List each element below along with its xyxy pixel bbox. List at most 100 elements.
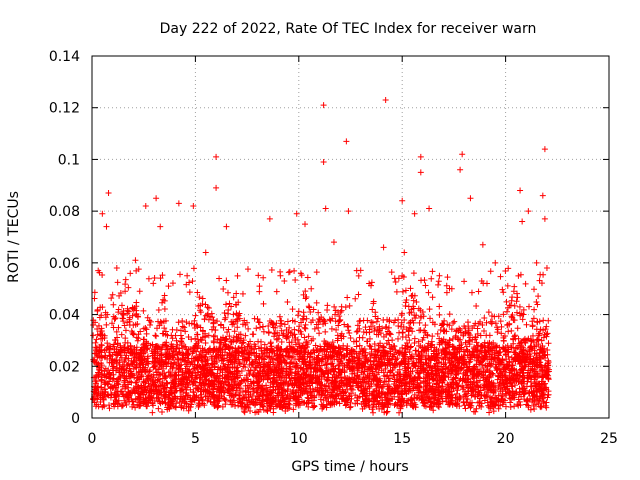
data-point bbox=[371, 328, 378, 335]
data-point bbox=[425, 289, 432, 296]
data-point bbox=[542, 385, 549, 392]
data-point bbox=[199, 300, 206, 307]
data-point bbox=[436, 311, 443, 318]
data-point bbox=[537, 271, 544, 278]
data-point bbox=[255, 379, 262, 386]
data-point bbox=[457, 366, 464, 373]
data-point bbox=[98, 332, 105, 339]
data-point bbox=[409, 368, 416, 375]
data-point bbox=[263, 406, 270, 413]
data-point bbox=[395, 335, 402, 342]
data-point bbox=[495, 373, 502, 380]
data-point bbox=[310, 306, 317, 313]
data-point bbox=[141, 357, 148, 364]
data-point bbox=[399, 344, 406, 351]
data-point bbox=[260, 274, 267, 281]
data-point bbox=[300, 385, 307, 392]
data-point bbox=[221, 345, 228, 352]
data-point bbox=[107, 384, 114, 391]
data-point bbox=[158, 319, 165, 326]
data-point bbox=[187, 369, 194, 376]
data-point bbox=[422, 282, 429, 289]
data-point bbox=[534, 336, 541, 343]
data-point bbox=[527, 344, 534, 351]
data-point bbox=[266, 363, 273, 370]
data-point bbox=[215, 396, 222, 403]
data-point bbox=[182, 328, 189, 335]
data-point bbox=[527, 406, 534, 413]
data-point bbox=[102, 393, 109, 400]
data-point bbox=[451, 318, 458, 325]
data-point bbox=[259, 323, 266, 330]
data-point bbox=[533, 326, 540, 333]
data-point bbox=[220, 324, 227, 331]
data-point bbox=[334, 375, 341, 382]
data-point bbox=[438, 369, 445, 376]
data-point bbox=[381, 409, 388, 416]
data-point bbox=[356, 334, 363, 341]
data-point bbox=[312, 372, 319, 379]
data-point bbox=[418, 363, 425, 370]
data-point bbox=[137, 402, 144, 409]
data-point bbox=[509, 362, 516, 369]
data-point bbox=[158, 388, 165, 395]
data-point bbox=[125, 381, 132, 388]
data-point bbox=[463, 395, 470, 402]
data-point bbox=[130, 365, 137, 372]
data-point bbox=[187, 404, 194, 411]
data-point bbox=[533, 379, 540, 386]
data-point bbox=[427, 315, 434, 322]
data-point bbox=[376, 327, 383, 334]
data-point bbox=[304, 400, 311, 407]
data-point bbox=[313, 269, 320, 276]
data-point bbox=[135, 335, 142, 342]
data-point bbox=[198, 337, 205, 344]
data-point bbox=[478, 403, 485, 410]
data-point bbox=[111, 346, 118, 353]
data-point bbox=[97, 398, 104, 405]
data-point bbox=[303, 361, 310, 368]
data-point bbox=[353, 397, 360, 404]
data-point bbox=[338, 377, 345, 384]
data-point bbox=[352, 400, 359, 407]
data-point bbox=[323, 404, 330, 411]
data-point bbox=[254, 384, 261, 391]
data-point bbox=[402, 287, 409, 294]
data-point bbox=[316, 330, 323, 337]
data-point bbox=[526, 356, 533, 363]
data-point bbox=[425, 355, 432, 362]
data-point bbox=[362, 324, 369, 331]
data-point bbox=[385, 357, 392, 364]
data-point bbox=[285, 269, 292, 276]
data-point bbox=[129, 398, 136, 405]
data-point bbox=[479, 343, 486, 350]
data-point bbox=[375, 356, 382, 363]
data-point bbox=[210, 333, 217, 340]
data-point bbox=[93, 344, 100, 351]
data-point bbox=[517, 312, 524, 319]
data-point bbox=[543, 404, 550, 411]
data-point bbox=[258, 356, 265, 363]
data-point bbox=[336, 352, 343, 359]
data-point bbox=[238, 344, 245, 351]
data-point bbox=[384, 372, 391, 379]
data-point bbox=[461, 323, 468, 330]
data-point bbox=[533, 342, 540, 349]
data-point bbox=[311, 394, 318, 401]
data-point bbox=[424, 375, 431, 382]
data-point bbox=[211, 332, 218, 339]
data-point bbox=[298, 272, 305, 279]
data-point bbox=[407, 285, 414, 292]
data-point bbox=[238, 377, 245, 384]
data-point bbox=[540, 317, 547, 324]
data-point bbox=[405, 356, 412, 363]
data-point bbox=[264, 392, 271, 399]
data-point bbox=[277, 323, 284, 330]
data-point bbox=[497, 318, 504, 325]
data-point bbox=[443, 363, 450, 370]
data-point bbox=[110, 301, 117, 308]
data-point bbox=[545, 391, 552, 398]
data-point bbox=[485, 309, 492, 316]
data-point bbox=[545, 374, 552, 381]
data-point bbox=[444, 339, 451, 346]
